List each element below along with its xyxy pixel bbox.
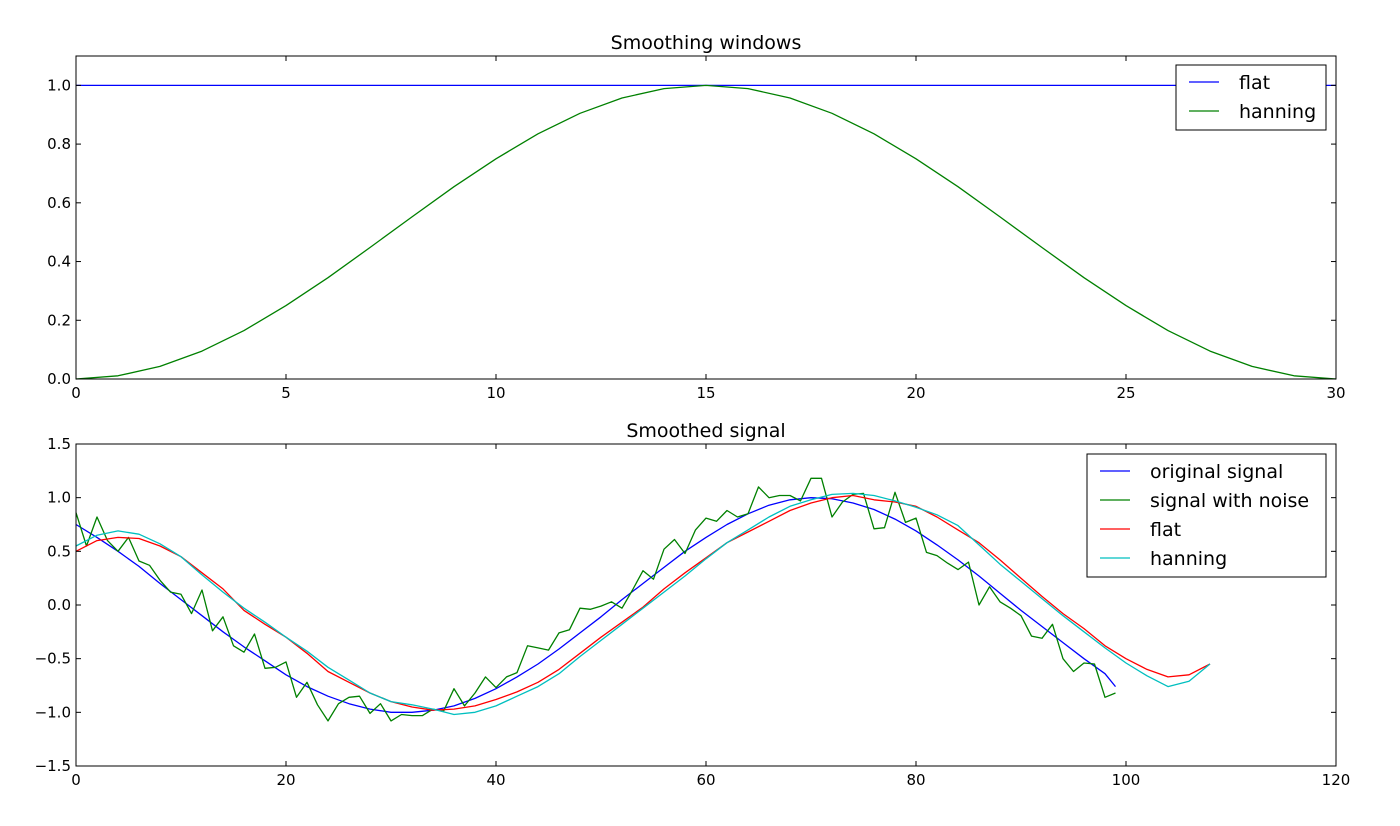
x-tick-label: 40 <box>486 771 505 789</box>
legend-label-hanning: hanning <box>1239 101 1316 123</box>
legend-label-signal-with-noise: signal with noise <box>1150 490 1309 512</box>
series-line-signal-with-noise <box>75 477 1116 722</box>
x-tick-label: 20 <box>906 384 925 402</box>
y-tick-label: 0.6 <box>47 194 71 212</box>
x-tick-label: 30 <box>1326 384 1345 402</box>
x-tick-label: 25 <box>1116 384 1135 402</box>
legend-label-original-signal: original signal <box>1150 461 1283 483</box>
series-line-flat <box>75 494 1211 711</box>
series-line-hanning <box>75 84 1337 380</box>
legend-frame <box>1086 453 1327 578</box>
legend: original signal signal with noise flat hann… <box>1086 453 1327 578</box>
y-tick-label: 0.8 <box>47 135 71 153</box>
y-tick-label: 1.0 <box>47 489 71 507</box>
x-tick-label: 120 <box>1322 771 1351 789</box>
legend-label-hanning: hanning <box>1150 548 1227 570</box>
y-tick-label: 1.5 <box>47 435 71 453</box>
y-tick-label: 0.2 <box>47 311 71 329</box>
smoothed-signal-axes: Smoothed signal 0 20 40 60 80 100 120 −1.5 −1.0 −… <box>35 420 1351 789</box>
legend-label-flat: flat <box>1150 519 1181 541</box>
x-tick-label: 100 <box>1112 771 1141 789</box>
x-tick-label: 10 <box>486 384 505 402</box>
series-line-hanning <box>75 492 1211 716</box>
x-tick-label: 60 <box>696 771 715 789</box>
x-tick-label: 5 <box>281 384 291 402</box>
y-tick-label: 0.5 <box>47 542 71 560</box>
y-tick-label: 0.4 <box>47 253 71 271</box>
legend-label-flat: flat <box>1239 72 1270 94</box>
legend: flat hanning <box>1175 64 1327 131</box>
y-tick-label: −1.5 <box>35 757 71 775</box>
y-tick-label: 0.0 <box>47 370 71 388</box>
x-tick-label: 80 <box>906 771 925 789</box>
y-tick-label: 1.0 <box>47 76 71 94</box>
axes-title: Smoothed signal <box>626 420 785 442</box>
y-tick-label: 0.0 <box>47 596 71 614</box>
x-tick-label: 0 <box>71 771 81 789</box>
x-tick-label: 15 <box>696 384 715 402</box>
axes-title: Smoothing windows <box>611 32 802 54</box>
legend-frame <box>1175 64 1327 131</box>
y-tick-label: −1.0 <box>35 703 71 721</box>
y-tick-label: −0.5 <box>35 650 71 668</box>
x-tick-label: 0 <box>71 384 81 402</box>
smoothing-windows-axes: Smoothing windows 0 5 10 15 20 25 30 0.0 0.2 0.4 0… <box>47 32 1345 402</box>
series-line-original-signal <box>75 497 1117 713</box>
x-tick-label: 20 <box>276 771 295 789</box>
